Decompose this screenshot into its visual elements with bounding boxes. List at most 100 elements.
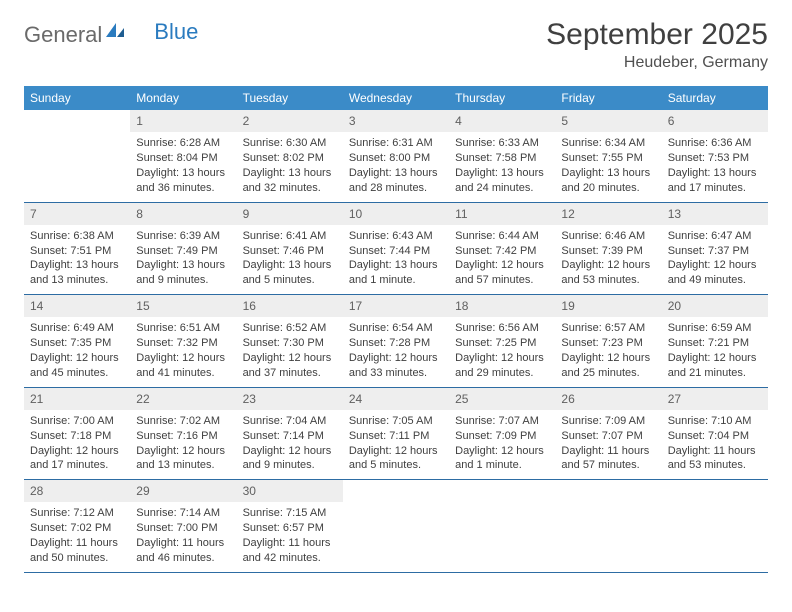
- day-number: 9: [237, 203, 343, 225]
- sunrise-text: Sunrise: 6:46 AM: [561, 229, 655, 244]
- day-number: 25: [449, 388, 555, 410]
- day-cell: 11Sunrise: 6:44 AMSunset: 7:42 PMDayligh…: [449, 202, 555, 295]
- daylight-text: Daylight: 12 hours and 33 minutes.: [349, 351, 443, 381]
- week-row: 14Sunrise: 6:49 AMSunset: 7:35 PMDayligh…: [24, 295, 768, 388]
- daylight-text: Daylight: 12 hours and 5 minutes.: [349, 444, 443, 474]
- sunrise-text: Sunrise: 6:59 AM: [668, 321, 762, 336]
- day-cell: 10 Sunrise: 6:43 AMSunset: 7:44 PMDayligh…: [343, 202, 449, 295]
- sunset-text: Sunset: 7:09 PM: [455, 429, 549, 444]
- sunset-text: Sunset: 7:30 PM: [243, 336, 337, 351]
- sunset-text: Sunset: 7:46 PM: [243, 244, 337, 259]
- daylight-text: Daylight: 12 hours and 41 minutes.: [136, 351, 230, 381]
- day-cell: 23Sunrise: 7:04 AMSunset: 7:14 PMDayligh…: [237, 387, 343, 480]
- daylight-text: Daylight: 13 hours and 1 minute.: [349, 258, 443, 288]
- day-number: 12: [555, 203, 661, 225]
- day-header-cell: Tuesday: [237, 86, 343, 110]
- sunrise-text: Sunrise: 6:38 AM: [30, 229, 124, 244]
- day-cell: 17Sunrise: 6:54 AMSunset: 7:28 PMDayligh…: [343, 295, 449, 388]
- day-number: 24: [343, 388, 449, 410]
- day-number: 21: [24, 388, 130, 410]
- page-header: General Blue September 2025 Heudeber, Ge…: [24, 18, 768, 72]
- sunrise-text: Sunrise: 7:09 AM: [561, 414, 655, 429]
- month-title: September 2025: [546, 18, 768, 52]
- day-number: 19: [555, 295, 661, 317]
- daylight-text: Daylight: 12 hours and 37 minutes.: [243, 351, 337, 381]
- day-number: 5: [555, 110, 661, 132]
- sunset-text: Sunset: 7:53 PM: [668, 151, 762, 166]
- sunrise-text: Sunrise: 6:43 AM: [349, 229, 443, 244]
- day-cell: 29Sunrise: 7:14 AMSunset: 7:00 PMDayligh…: [130, 480, 236, 573]
- day-cell: [555, 480, 661, 573]
- day-header-cell: Thursday: [449, 86, 555, 110]
- sunrise-text: Sunrise: 7:00 AM: [30, 414, 124, 429]
- sunrise-text: Sunrise: 6:54 AM: [349, 321, 443, 336]
- daylight-text: Daylight: 13 hours and 32 minutes.: [243, 166, 337, 196]
- day-number: 27: [662, 388, 768, 410]
- day-cell: 20 Sunrise: 6:59 AMSunset: 7:21 PMDayligh…: [662, 295, 768, 388]
- sunrise-text: Sunrise: 6:51 AM: [136, 321, 230, 336]
- sunrise-text: Sunrise: 7:02 AM: [136, 414, 230, 429]
- day-cell: [662, 480, 768, 573]
- daylight-text: Daylight: 13 hours and 36 minutes.: [136, 166, 230, 196]
- daylight-text: Daylight: 12 hours and 21 minutes.: [668, 351, 762, 381]
- sunset-text: Sunset: 7:02 PM: [30, 521, 124, 536]
- sunrise-text: Sunrise: 7:05 AM: [349, 414, 443, 429]
- sunrise-text: Sunrise: 7:04 AM: [243, 414, 337, 429]
- location-text: Heudeber, Germany: [546, 54, 768, 72]
- sunset-text: Sunset: 7:39 PM: [561, 244, 655, 259]
- sunrise-text: Sunrise: 6:33 AM: [455, 136, 549, 151]
- sunset-text: Sunset: 7:21 PM: [668, 336, 762, 351]
- day-number: 30: [237, 480, 343, 502]
- day-number: 10: [343, 203, 449, 225]
- day-number: 20: [662, 295, 768, 317]
- sunrise-text: Sunrise: 6:41 AM: [243, 229, 337, 244]
- sunrise-text: Sunrise: 6:39 AM: [136, 229, 230, 244]
- day-number: 1: [130, 110, 236, 132]
- logo-text-general: General: [24, 22, 102, 48]
- logo-text-blue: Blue: [154, 19, 198, 45]
- day-cell: [24, 110, 130, 202]
- day-cell: 14Sunrise: 6:49 AMSunset: 7:35 PMDayligh…: [24, 295, 130, 388]
- sunset-text: Sunset: 7:07 PM: [561, 429, 655, 444]
- sunset-text: Sunset: 6:57 PM: [243, 521, 337, 536]
- day-header-cell: Monday: [130, 86, 236, 110]
- sunrise-text: Sunrise: 6:30 AM: [243, 136, 337, 151]
- daylight-text: Daylight: 11 hours and 50 minutes.: [30, 536, 124, 566]
- daylight-text: Daylight: 13 hours and 20 minutes.: [561, 166, 655, 196]
- logo-sail-icon: [104, 19, 126, 45]
- day-cell: 15Sunrise: 6:51 AMSunset: 7:32 PMDayligh…: [130, 295, 236, 388]
- day-cell: 25Sunrise: 7:07 AMSunset: 7:09 PMDayligh…: [449, 387, 555, 480]
- day-cell: [449, 480, 555, 573]
- sunset-text: Sunset: 7:42 PM: [455, 244, 549, 259]
- day-number: 28: [24, 480, 130, 502]
- daylight-text: Daylight: 12 hours and 1 minute.: [455, 444, 549, 474]
- sunrise-text: Sunrise: 7:12 AM: [30, 506, 124, 521]
- daylight-text: Daylight: 12 hours and 45 minutes.: [30, 351, 124, 381]
- day-cell: 27Sunrise: 7:10 AMSunset: 7:04 PMDayligh…: [662, 387, 768, 480]
- day-number: 7: [24, 203, 130, 225]
- daylight-text: Daylight: 11 hours and 46 minutes.: [136, 536, 230, 566]
- sunset-text: Sunset: 7:55 PM: [561, 151, 655, 166]
- day-number: 14: [24, 295, 130, 317]
- day-number: 18: [449, 295, 555, 317]
- sunset-text: Sunset: 7:51 PM: [30, 244, 124, 259]
- sunset-text: Sunset: 7:14 PM: [243, 429, 337, 444]
- daylight-text: Daylight: 13 hours and 5 minutes.: [243, 258, 337, 288]
- sunset-text: Sunset: 8:00 PM: [349, 151, 443, 166]
- sunrise-text: Sunrise: 7:10 AM: [668, 414, 762, 429]
- sunset-text: Sunset: 7:00 PM: [136, 521, 230, 536]
- daylight-text: Daylight: 12 hours and 13 minutes.: [136, 444, 230, 474]
- day-number: 8: [130, 203, 236, 225]
- sunset-text: Sunset: 8:04 PM: [136, 151, 230, 166]
- day-cell: 24Sunrise: 7:05 AMSunset: 7:11 PMDayligh…: [343, 387, 449, 480]
- daylight-text: Daylight: 12 hours and 25 minutes.: [561, 351, 655, 381]
- sunset-text: Sunset: 7:49 PM: [136, 244, 230, 259]
- sunset-text: Sunset: 7:58 PM: [455, 151, 549, 166]
- sunrise-text: Sunrise: 6:36 AM: [668, 136, 762, 151]
- sunset-text: Sunset: 7:44 PM: [349, 244, 443, 259]
- calendar-table: SundayMondayTuesdayWednesdayThursdayFrid…: [24, 86, 768, 573]
- sunrise-text: Sunrise: 6:34 AM: [561, 136, 655, 151]
- sunset-text: Sunset: 7:23 PM: [561, 336, 655, 351]
- daylight-text: Daylight: 12 hours and 29 minutes.: [455, 351, 549, 381]
- week-row: 21Sunrise: 7:00 AMSunset: 7:18 PMDayligh…: [24, 387, 768, 480]
